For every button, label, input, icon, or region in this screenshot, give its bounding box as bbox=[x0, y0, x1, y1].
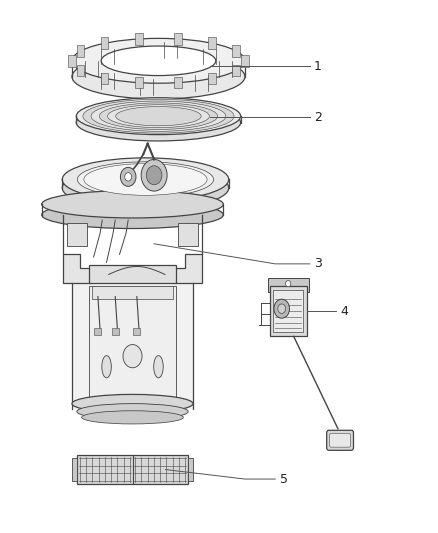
Ellipse shape bbox=[72, 54, 245, 99]
Circle shape bbox=[274, 299, 290, 318]
FancyBboxPatch shape bbox=[330, 433, 350, 447]
FancyBboxPatch shape bbox=[89, 265, 176, 284]
Text: 4: 4 bbox=[340, 305, 348, 318]
Ellipse shape bbox=[99, 103, 218, 130]
FancyBboxPatch shape bbox=[77, 45, 85, 57]
FancyBboxPatch shape bbox=[233, 64, 240, 76]
Ellipse shape bbox=[72, 38, 245, 83]
Polygon shape bbox=[174, 254, 202, 284]
FancyBboxPatch shape bbox=[67, 223, 87, 246]
FancyBboxPatch shape bbox=[208, 72, 216, 84]
Polygon shape bbox=[63, 254, 91, 284]
FancyBboxPatch shape bbox=[187, 458, 193, 481]
FancyBboxPatch shape bbox=[327, 430, 353, 450]
Circle shape bbox=[286, 280, 291, 287]
Ellipse shape bbox=[76, 98, 240, 135]
Ellipse shape bbox=[81, 411, 184, 424]
Text: 1: 1 bbox=[314, 60, 322, 72]
FancyBboxPatch shape bbox=[89, 286, 176, 399]
Text: 2: 2 bbox=[314, 111, 322, 124]
Ellipse shape bbox=[102, 356, 111, 378]
Circle shape bbox=[120, 167, 136, 187]
Ellipse shape bbox=[116, 107, 201, 126]
Circle shape bbox=[125, 173, 132, 181]
Ellipse shape bbox=[83, 99, 234, 133]
FancyBboxPatch shape bbox=[208, 37, 216, 49]
FancyBboxPatch shape bbox=[174, 33, 182, 45]
Ellipse shape bbox=[72, 394, 193, 413]
FancyBboxPatch shape bbox=[72, 458, 78, 481]
Ellipse shape bbox=[77, 403, 188, 419]
FancyBboxPatch shape bbox=[77, 64, 85, 76]
FancyBboxPatch shape bbox=[101, 37, 109, 49]
Text: 5: 5 bbox=[279, 473, 287, 486]
Polygon shape bbox=[72, 284, 193, 409]
Ellipse shape bbox=[42, 191, 223, 218]
Text: 3: 3 bbox=[314, 257, 322, 270]
Ellipse shape bbox=[62, 158, 229, 201]
Ellipse shape bbox=[84, 164, 207, 195]
Circle shape bbox=[141, 159, 167, 191]
Circle shape bbox=[123, 344, 142, 368]
Ellipse shape bbox=[78, 162, 214, 197]
Ellipse shape bbox=[101, 46, 216, 76]
Ellipse shape bbox=[62, 166, 229, 209]
FancyBboxPatch shape bbox=[268, 278, 309, 292]
FancyBboxPatch shape bbox=[233, 45, 240, 57]
FancyBboxPatch shape bbox=[241, 55, 249, 67]
FancyBboxPatch shape bbox=[95, 328, 101, 335]
FancyBboxPatch shape bbox=[135, 77, 143, 88]
FancyBboxPatch shape bbox=[174, 77, 182, 88]
FancyBboxPatch shape bbox=[101, 72, 109, 84]
Ellipse shape bbox=[76, 104, 240, 141]
FancyBboxPatch shape bbox=[178, 223, 198, 246]
Ellipse shape bbox=[107, 104, 209, 127]
Circle shape bbox=[278, 304, 286, 313]
FancyBboxPatch shape bbox=[78, 455, 187, 484]
FancyBboxPatch shape bbox=[270, 286, 307, 336]
Ellipse shape bbox=[154, 356, 163, 378]
FancyBboxPatch shape bbox=[92, 286, 173, 299]
Ellipse shape bbox=[42, 201, 223, 229]
FancyBboxPatch shape bbox=[135, 33, 143, 45]
FancyBboxPatch shape bbox=[134, 328, 140, 335]
FancyBboxPatch shape bbox=[68, 55, 76, 67]
FancyBboxPatch shape bbox=[112, 328, 119, 335]
Circle shape bbox=[146, 166, 162, 185]
FancyBboxPatch shape bbox=[273, 290, 303, 332]
Ellipse shape bbox=[91, 101, 226, 131]
